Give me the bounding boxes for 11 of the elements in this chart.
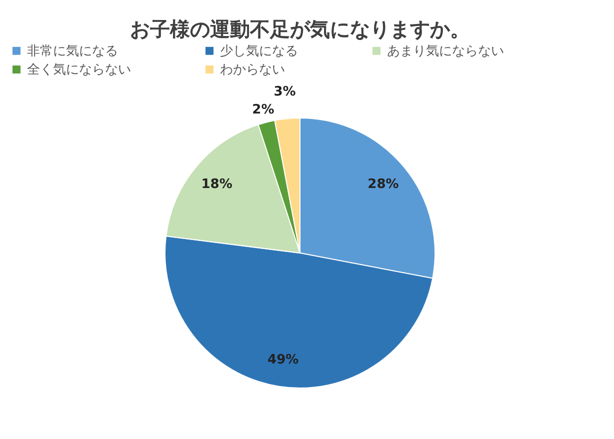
data-label: 2% [252, 102, 274, 118]
legend-label: 非常に気になる [27, 44, 118, 59]
legend-label: わからない [220, 62, 285, 78]
chart-title: お子様の運動不足が気になりますか。 [130, 17, 470, 41]
data-label: 3% [274, 84, 296, 100]
legend-label: 少し気になる [220, 44, 298, 59]
data-label: 49% [268, 352, 299, 368]
data-label: 18% [201, 177, 232, 192]
legend-label: あまり気にならない [387, 44, 504, 59]
legend-label: 全く気にならない [27, 62, 131, 78]
data-label: 28% [368, 177, 399, 192]
